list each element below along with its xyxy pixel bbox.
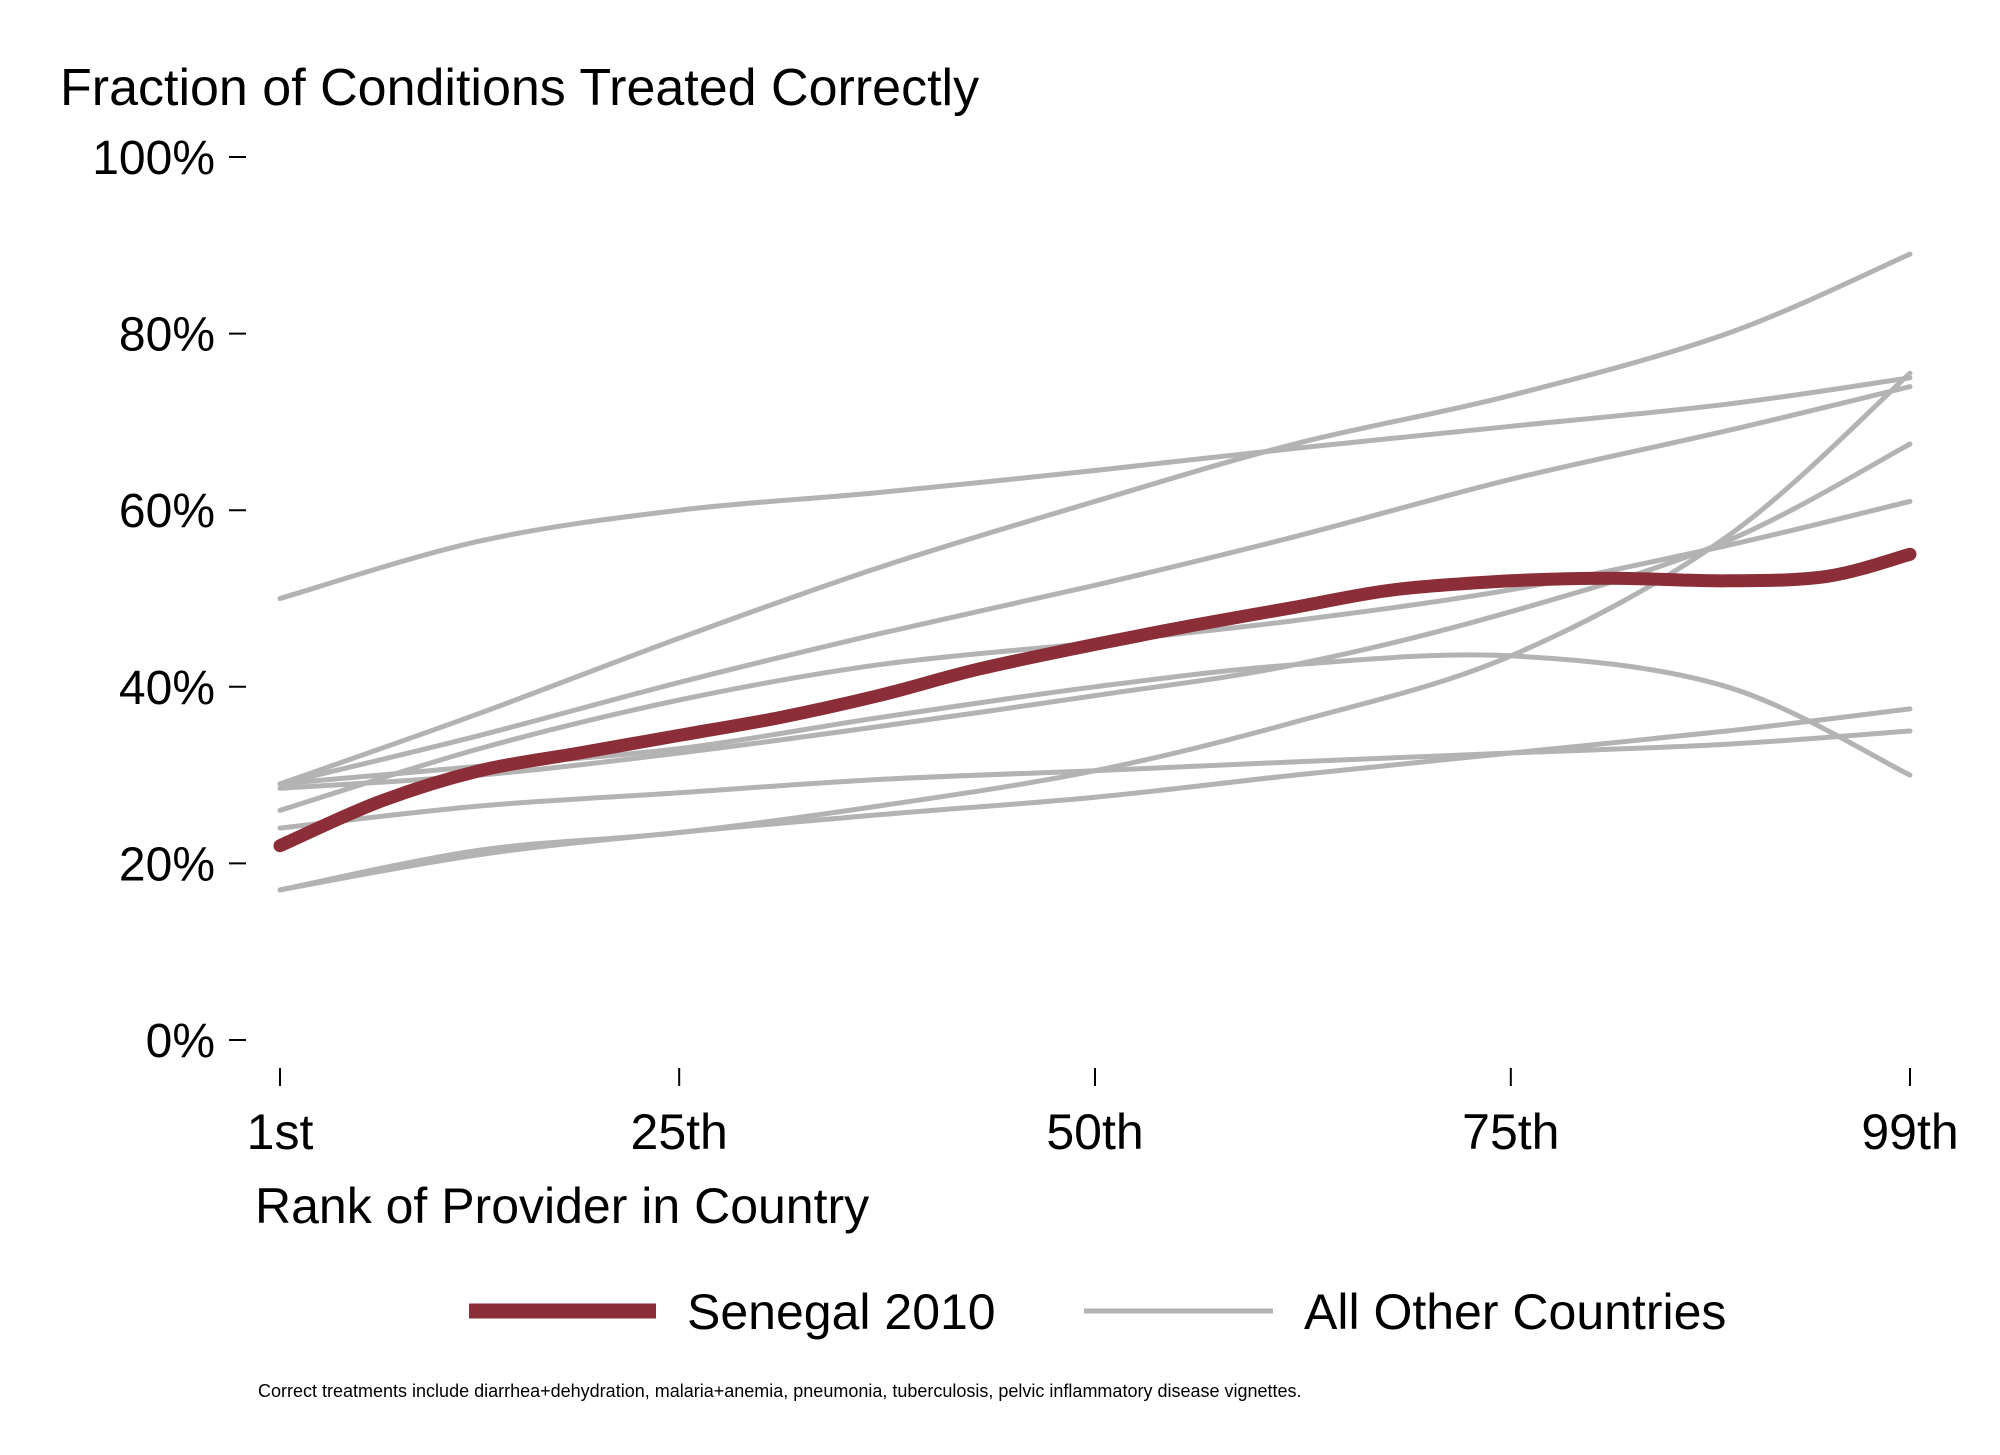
y-tick-label: 20% xyxy=(119,838,215,891)
y-axis: 0% 20% 40% 60% 80% 100% xyxy=(92,132,246,1068)
legend: Senegal 2010 All Other Countries xyxy=(469,1284,1726,1340)
y-tick-label: 60% xyxy=(119,485,215,538)
x-axis-label: Rank of Provider in Country xyxy=(255,1178,869,1234)
series-line-other-country-1 xyxy=(277,251,1913,787)
x-tick-label: 50th xyxy=(1046,1104,1143,1160)
legend-label-other-countries: All Other Countries xyxy=(1304,1284,1726,1340)
y-tick-label: 100% xyxy=(92,132,215,185)
series-line-other-country-0 xyxy=(277,375,1913,601)
y-tick-label: 0% xyxy=(146,1015,215,1068)
series-line-other-country-7 xyxy=(277,370,1913,893)
footnote: Correct treatments include diarrhea+dehy… xyxy=(258,1381,1302,1401)
y-tick-label: 80% xyxy=(119,309,215,362)
legend-label-senegal: Senegal 2010 xyxy=(687,1284,996,1340)
plot-area xyxy=(273,251,1917,893)
y-tick-label: 40% xyxy=(119,662,215,715)
series-line-other-country-2 xyxy=(277,384,1913,787)
series-line-other-country-4 xyxy=(277,441,1913,791)
x-tick-label: 25th xyxy=(631,1104,728,1160)
x-tick-label: 75th xyxy=(1462,1104,1559,1160)
x-tick-label: 99th xyxy=(1861,1104,1958,1160)
series-line-other-country-8 xyxy=(277,706,1913,893)
series-line-senegal-2010 xyxy=(273,547,1917,853)
x-axis: 1st 25th 50th 75th 99th xyxy=(247,1068,1959,1160)
chart-title: Fraction of Conditions Treated Correctly xyxy=(60,59,979,117)
x-tick-label: 1st xyxy=(247,1104,314,1160)
